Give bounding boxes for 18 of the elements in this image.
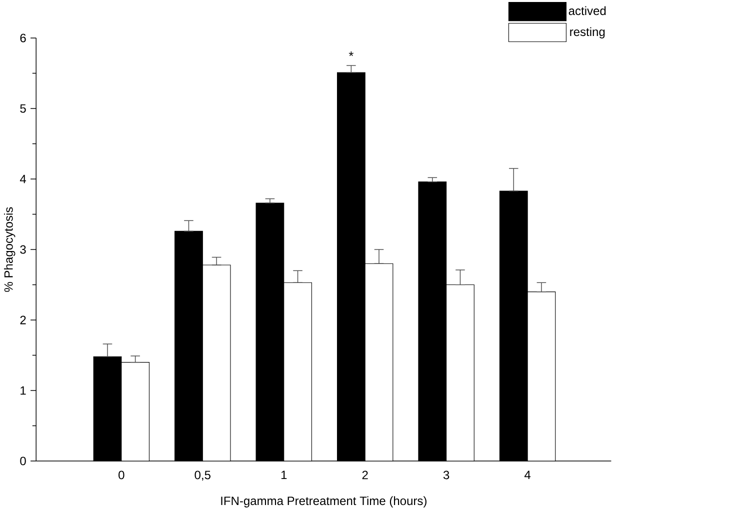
y-tick-label: 1 [20,386,26,395]
y-tick-label: 0 [20,456,26,466]
x-tick-label: 0 [118,470,124,480]
y-tick-label: 3 [20,245,26,254]
y-tick-label: 4 [20,174,26,184]
legend-label: actived [568,6,606,16]
annotation: * [348,52,354,56]
y-tick-label: 5 [20,104,26,113]
y-axis-title: % Phagocytosis [4,207,16,292]
x-tick-label: 1 [281,470,287,480]
legend-label: resting [570,27,605,38]
x-axis-title: IFN-gamma Pretreatment Time (hours) [221,496,426,508]
y-tick-label: 6 [20,34,26,42]
x-tick-label: 2 [362,470,368,480]
x-tick-label: 4 [524,470,531,480]
y-tick-label: 2 [20,316,26,324]
x-tick-label: 3 [443,470,450,480]
x-tick-label: 0,5 [194,470,210,481]
